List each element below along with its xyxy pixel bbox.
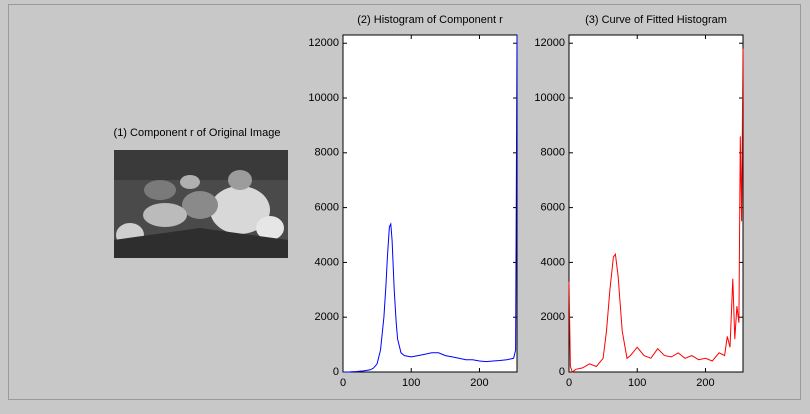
y-tick-label: 4000 [541, 256, 565, 268]
y-tick-label: 10000 [308, 92, 339, 104]
y-tick-label: 8000 [315, 147, 339, 159]
y-tick-label: 12000 [534, 37, 565, 49]
plot-area [343, 35, 517, 372]
figure: (1) Component r of Original Image (2) Hi… [0, 0, 810, 414]
y-tick-label: 12000 [308, 37, 339, 49]
plot-area [569, 35, 743, 372]
x-tick-label: 200 [696, 377, 714, 389]
image [114, 150, 288, 258]
x-tick-label: 100 [402, 377, 420, 389]
chart-title: (3) Curve of Fitted Histogram [585, 14, 727, 26]
x-tick-label: 0 [566, 377, 572, 389]
x-tick-label: 200 [470, 377, 488, 389]
y-tick-label: 6000 [541, 202, 565, 214]
y-tick-label: 0 [333, 366, 339, 378]
x-tick-label: 100 [628, 377, 646, 389]
y-tick-label: 10000 [534, 92, 565, 104]
y-tick-label: 2000 [541, 311, 565, 323]
chart-title: (2) Histogram of Component r [357, 14, 503, 26]
y-tick-label: 2000 [315, 311, 339, 323]
image-title: (1) Component r of Original Image [114, 127, 281, 139]
y-tick-label: 8000 [541, 147, 565, 159]
y-tick-label: 4000 [315, 256, 339, 268]
y-tick-label: 0 [559, 366, 565, 378]
x-tick-label: 0 [340, 377, 346, 389]
y-tick-label: 6000 [315, 202, 339, 214]
